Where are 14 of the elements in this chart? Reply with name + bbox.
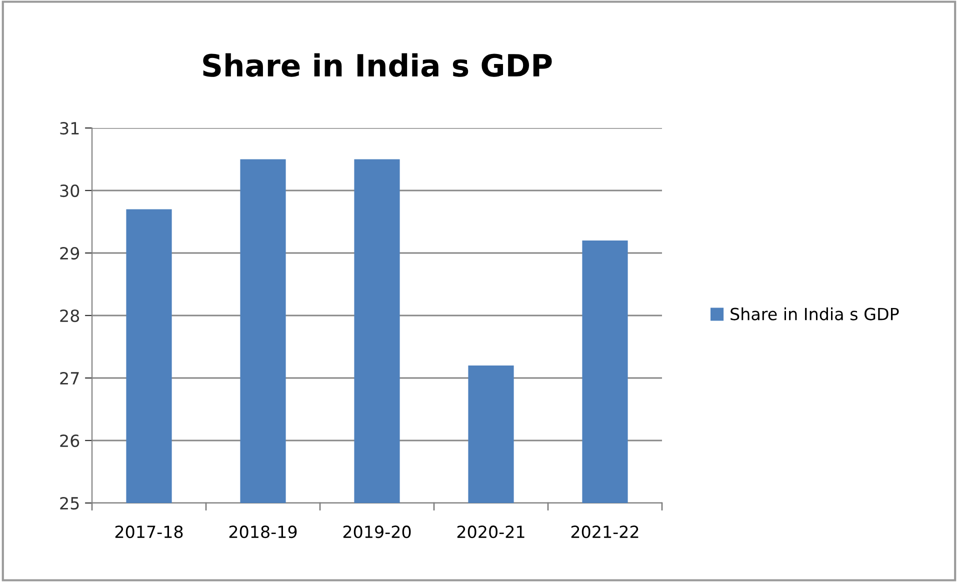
x-tick-label: 2018-19 [229,526,297,538]
y-tick-label: 31 [60,122,79,135]
chart-title: Share in India s GDP [203,53,552,77]
legend-label: Share in India s GDP [730,307,899,320]
x-tick-label: 2021-22 [571,526,638,538]
x-tick-label: 2019-20 [343,526,411,538]
y-tick-label: 25 [60,496,79,510]
y-tick-label: 28 [60,309,80,322]
y-tick-label: 30 [60,184,80,198]
x-tick-label: 2020-21 [457,526,524,538]
y-tick-label: 27 [60,372,79,384]
x-tick-label: 2017-18 [115,526,183,538]
y-tick-label: 26 [60,434,80,448]
y-tick-label: 29 [60,246,80,260]
